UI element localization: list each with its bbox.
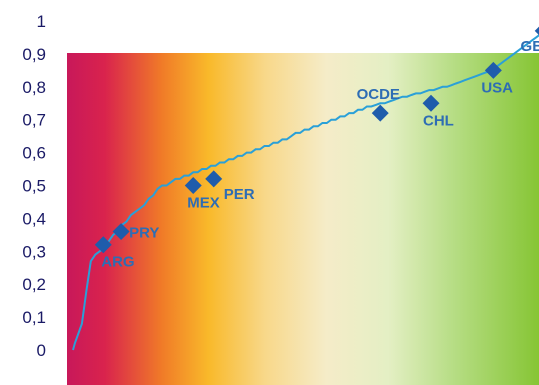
y-axis-ticks: 0 0,1 0,2 0,3 0,4 0,5 0,6 0,7 0,8 0,9 1 [22, 12, 46, 360]
data-point-per [205, 170, 223, 188]
data-point-pry [112, 223, 130, 241]
point-label-gbr: GBR [521, 38, 539, 55]
y-tick-label: 0 [37, 341, 46, 360]
y-tick-label: 0,4 [22, 209, 46, 228]
point-label-usa: USA [481, 79, 513, 96]
y-tick-label: 0,8 [22, 78, 46, 97]
y-tick-label: 0,6 [22, 144, 46, 163]
data-point-ocde [371, 104, 389, 122]
y-tick-label: 0,7 [22, 111, 46, 130]
point-label-arg: ARG [101, 254, 134, 271]
data-point-chl [422, 94, 440, 112]
y-tick-label: 1 [37, 12, 46, 31]
y-tick-label: 0,2 [22, 275, 46, 294]
point-label-chl: CHL [423, 112, 454, 129]
data-point-arg [94, 236, 112, 254]
data-point-usa [484, 61, 502, 79]
point-label-ocde: OCDE [357, 86, 400, 103]
point-label-pry: PRY [129, 225, 159, 242]
point-label-per: PER [224, 186, 255, 203]
data-point-mex [184, 177, 202, 194]
point-label-mex: MEX [187, 195, 220, 212]
series-line [72, 34, 539, 351]
y-tick-label: 0,9 [22, 45, 46, 64]
y-tick-label: 0,3 [22, 242, 46, 261]
plot-background [67, 53, 539, 385]
y-tick-label: 0,1 [22, 308, 46, 327]
y-tick-label: 0,5 [22, 177, 46, 196]
